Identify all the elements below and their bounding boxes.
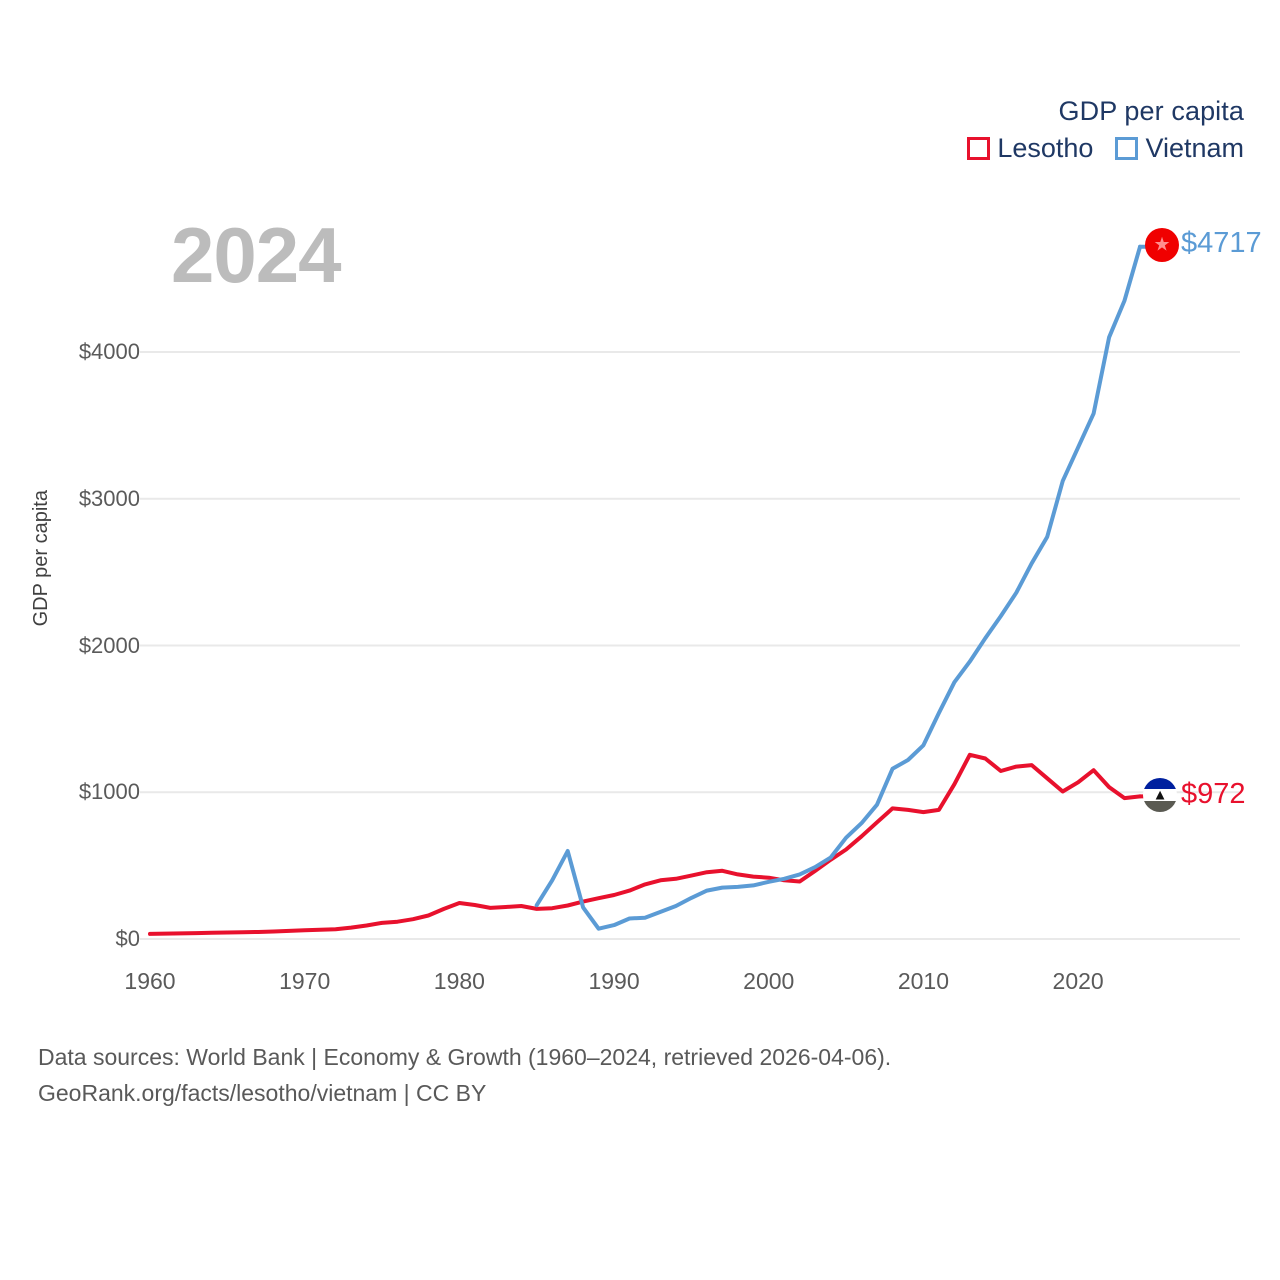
star-glyph: ★ <box>1153 234 1171 256</box>
y-tick-0: $0 <box>115 926 140 951</box>
x-tick-1980: 1980 <box>433 968 485 994</box>
footer-line-2: GeoRank.org/facts/lesotho/vietnam | CC B… <box>38 1079 487 1106</box>
vietnam-flag-icon: ★ <box>1145 228 1179 262</box>
legend-label-lesotho: Lesotho <box>997 133 1094 164</box>
flag-band-bottom <box>1143 800 1177 812</box>
mokorotlo-hat-glyph: ▲ <box>1152 786 1168 804</box>
x-tick-1960: 1960 <box>124 968 176 994</box>
legend-items: Lesotho Vietnam <box>967 135 1244 162</box>
chart-legend: GDP per capita Lesotho Vietnam <box>967 96 1244 162</box>
lesotho-end-value: $972 <box>1181 778 1246 810</box>
y-axis-tick-labels: $0 $1000 $2000 $3000 $4000 <box>0 0 140 1280</box>
x-tick-2010: 2010 <box>897 968 950 994</box>
legend-label-vietnam: Vietnam <box>1145 133 1244 164</box>
x-tick-2000: 2000 <box>743 968 795 994</box>
legend-swatch-lesotho <box>967 137 991 161</box>
y-tick-4000: $4000 <box>78 339 140 364</box>
legend-item-vietnam[interactable]: Vietnam <box>1115 135 1244 162</box>
x-tick-1990: 1990 <box>588 968 640 994</box>
x-tick-2020: 2020 <box>1052 968 1104 994</box>
legend-item-lesotho[interactable]: Lesotho <box>967 135 1093 162</box>
series-line-lesotho <box>148 752 1142 936</box>
series-line-vietnam <box>534 244 1142 931</box>
lesotho-flag-icon: ▲ <box>1143 778 1177 812</box>
flag-band-top <box>1143 778 1177 790</box>
y-tick-3000: $3000 <box>78 485 140 511</box>
y-tick-2000: $2000 <box>78 632 140 658</box>
footer-line-1: Data sources: World Bank | Economy & Gro… <box>38 1044 892 1070</box>
vietnam-end-value: $4717 <box>1181 227 1262 259</box>
legend-swatch-vietnam <box>1115 137 1139 161</box>
legend-title: GDP per capita <box>1058 96 1244 126</box>
footer-credits: Data sources: World Bank | Economy & Gro… <box>38 1040 891 1111</box>
y-tick-1000: $1000 <box>78 779 140 805</box>
year-watermark: 2024 <box>171 211 342 299</box>
x-tick-1970: 1970 <box>279 968 331 994</box>
